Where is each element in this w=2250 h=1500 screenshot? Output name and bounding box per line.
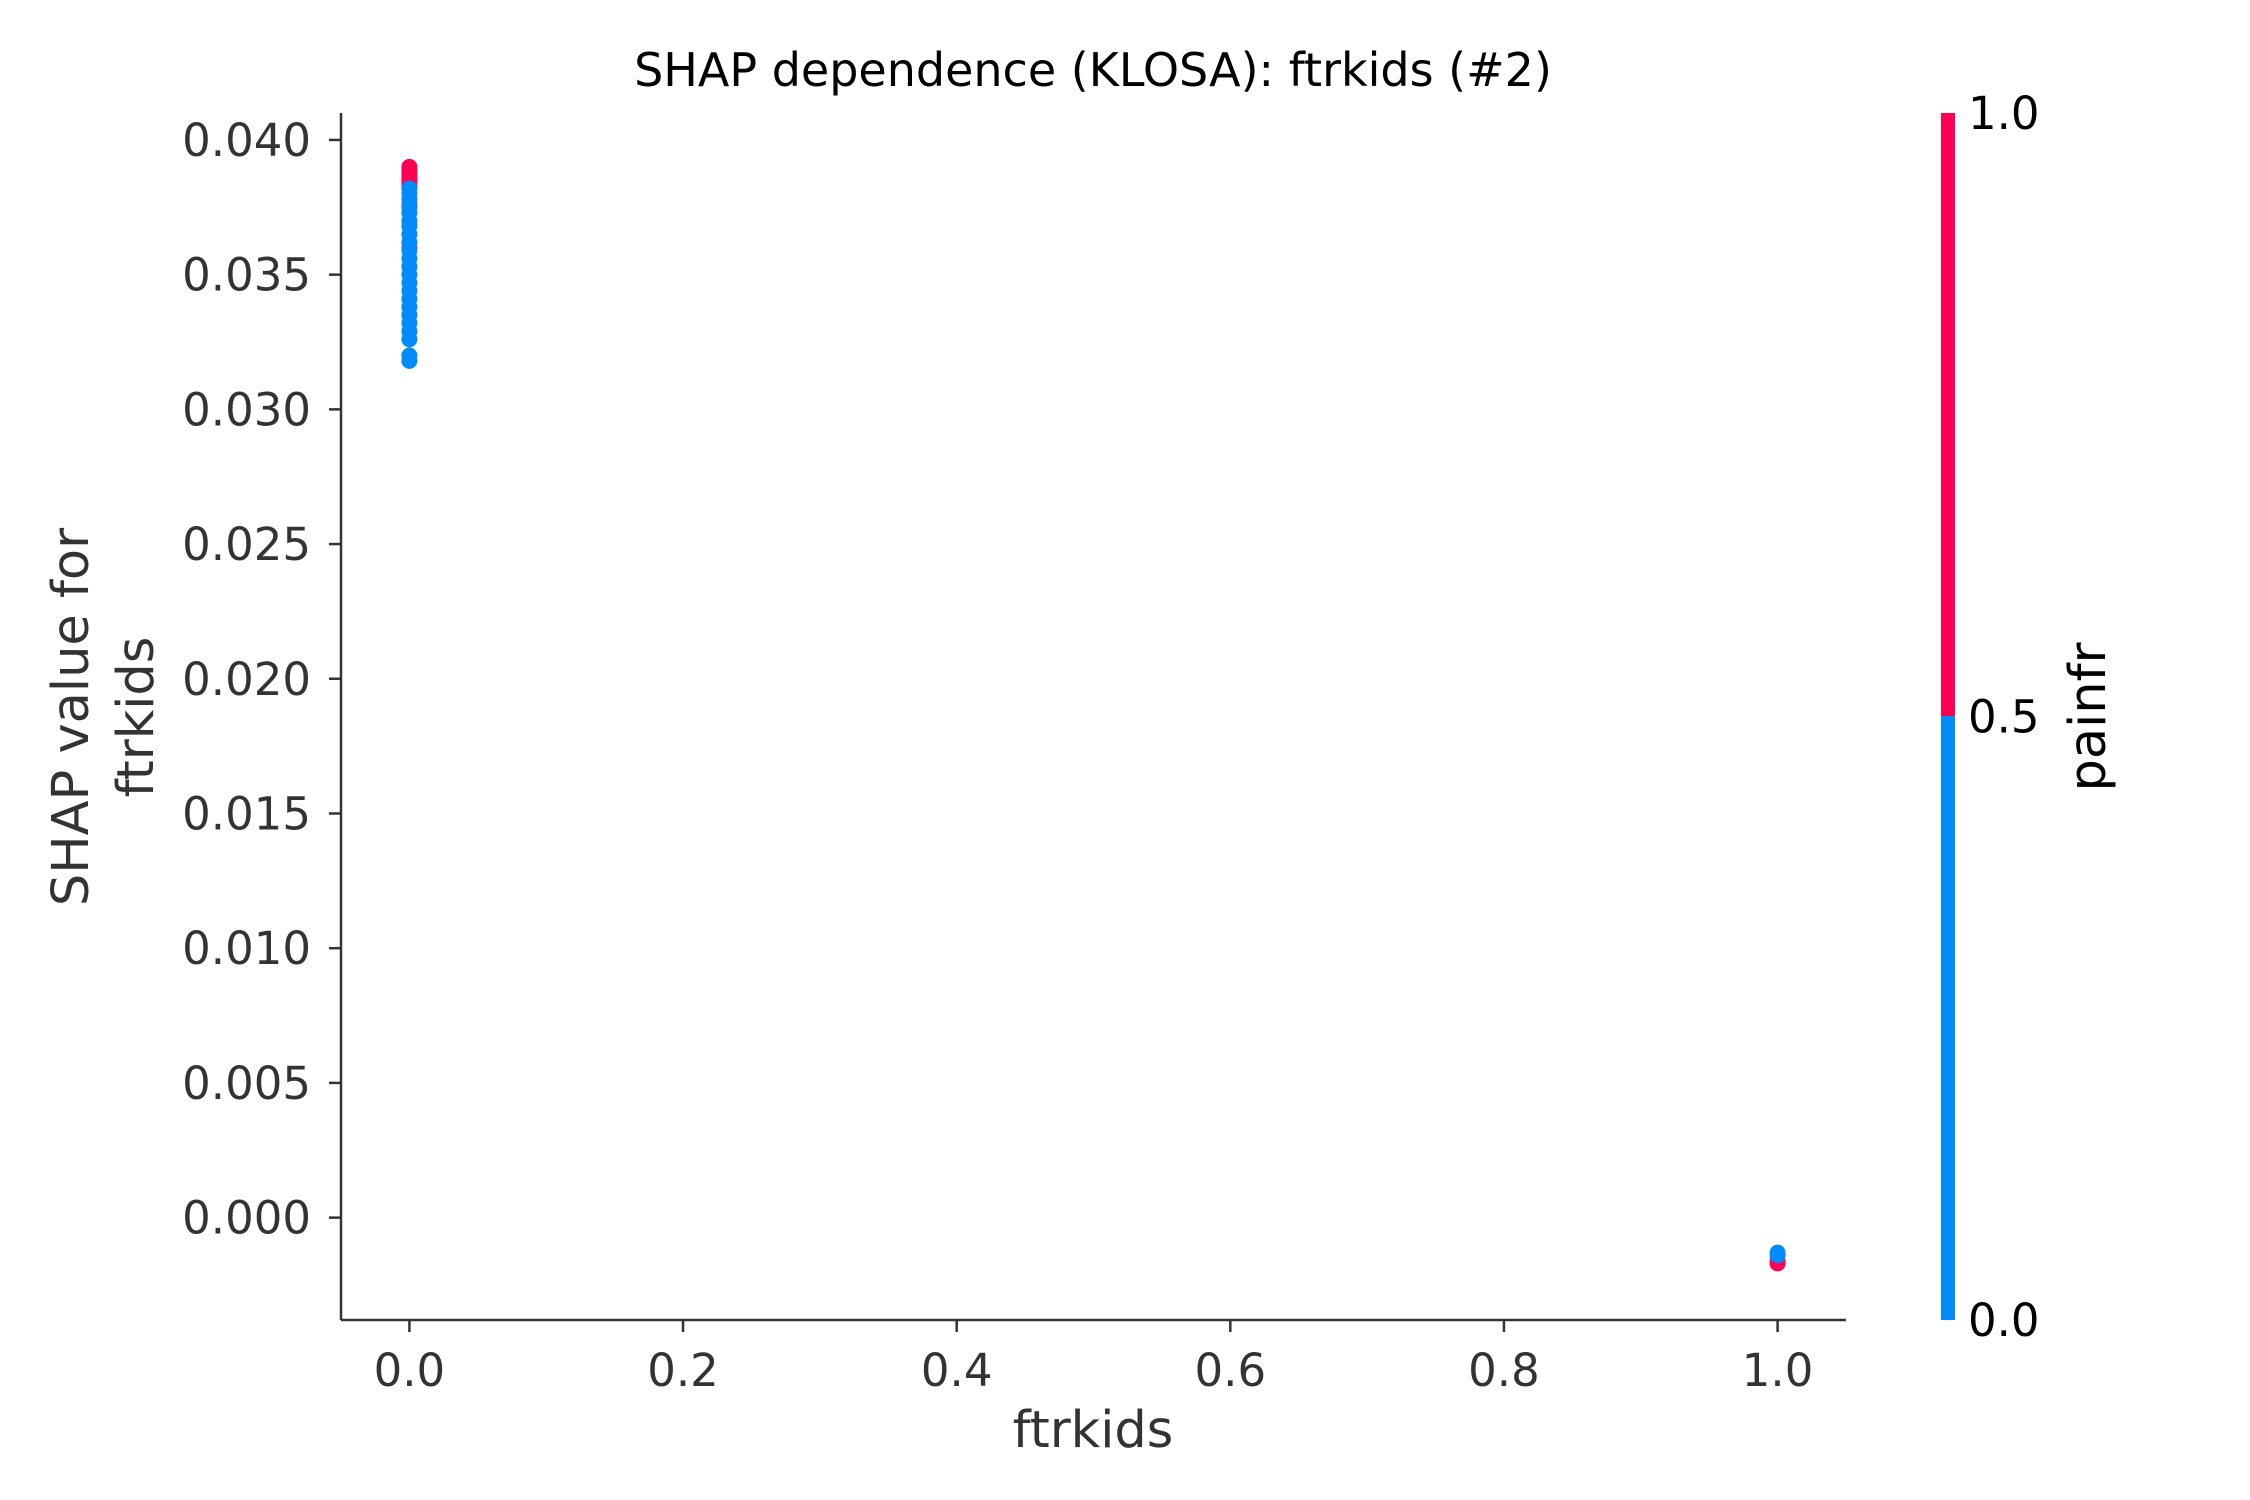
scatter-point: [401, 352, 418, 369]
x-tick-label: 0.6: [1195, 1344, 1267, 1397]
y-tick-label: 0.015: [182, 787, 311, 840]
y-tick-label: 0.000: [182, 1192, 311, 1245]
y-tick-label: 0.030: [182, 383, 311, 436]
y-ticks: 0.000 0.005 0.010 0.015 0.020 0.025 0.030 0.035…: [182, 114, 341, 1245]
y-tick-label: 0.025: [182, 518, 311, 571]
scatter-points: [401, 158, 1786, 1272]
colorbar-tick-label: 1.0: [1968, 87, 2040, 140]
colorbar-ticks: 0.0 0.5 1.0: [1968, 87, 2040, 1347]
x-tick-label: 0.4: [921, 1344, 993, 1397]
y-tick-label: 0.005: [182, 1057, 311, 1110]
x-tick-label: 0.2: [647, 1344, 719, 1397]
colorbar-tick-label: 0.0: [1968, 1294, 2040, 1347]
y-tick-label: 0.010: [182, 922, 311, 975]
y-tick-label: 0.040: [182, 114, 311, 167]
y-tick-label: 0.020: [182, 653, 311, 706]
y-axis-label: SHAP value for ftrkids: [42, 528, 166, 906]
colorbar-label: painfr: [2059, 642, 2118, 791]
chart-title: SHAP dependence (KLOSA): ftrkids (#2): [634, 43, 1552, 97]
y-axis-label-line-1: SHAP value for: [42, 528, 101, 906]
x-ticks: 0.0 0.2 0.4 0.6 0.8 1.0: [374, 1320, 1814, 1397]
colorbar-high-segment: [1941, 113, 1955, 716]
x-tick-label: 0.8: [1468, 1344, 1540, 1397]
scatter-point: [401, 331, 418, 348]
x-axis-label: ftrkids: [1013, 1401, 1174, 1460]
x-tick-label: 1.0: [1742, 1344, 1814, 1397]
colorbar: 0.0 0.5 1.0 painfr: [1941, 87, 2118, 1347]
plot-area: 0.0 0.2 0.4 0.6 0.8 1.0 0.0000.0050.0100.0150…: [182, 113, 1846, 1397]
scatter-point: [1769, 1244, 1786, 1261]
colorbar-low-segment: [1941, 716, 1955, 1320]
y-tick-label: 0.035: [182, 249, 311, 302]
x-tick-label: 0.0: [374, 1344, 446, 1397]
y-axis-label-line-2: ftrkids: [107, 637, 166, 798]
colorbar-tick-label: 0.5: [1968, 691, 2040, 744]
